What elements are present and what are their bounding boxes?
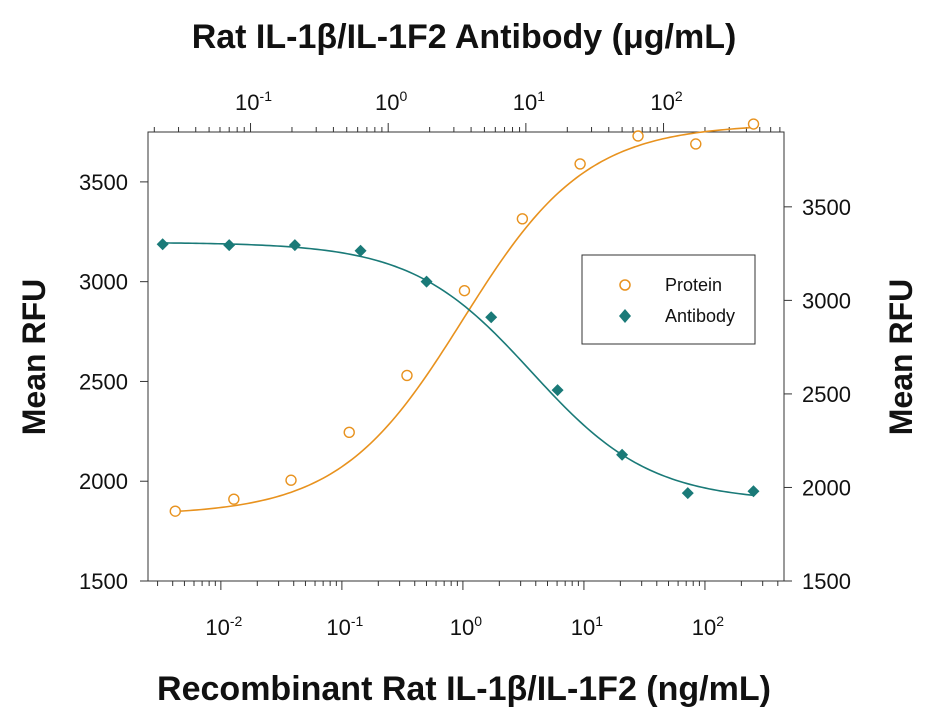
antibody-data-point	[616, 448, 629, 461]
antibody-data-point	[223, 239, 236, 252]
bottom-tick-label: 101	[571, 613, 603, 640]
legend-antibody-marker	[619, 309, 631, 323]
bottom-tick-label: 10-2	[205, 613, 242, 640]
ticks-layer: 10-2 10-1 100 101 102 10-1 100 101 102 1500 2000 25…	[79, 88, 851, 640]
protein-data-point	[516, 213, 529, 225]
protein-data-point	[747, 118, 760, 130]
bottom-axis-title: Recombinant Rat IL-1β/IL-1F2 (ng/mL)	[157, 670, 771, 708]
protein-data-point	[343, 426, 355, 439]
left-y-tick-label: 1500	[79, 569, 128, 594]
legend-protein-marker	[619, 279, 631, 291]
legend-antibody-label: Antibody	[665, 306, 735, 326]
top-tick-label: 102	[650, 88, 682, 115]
bottom-tick-label: 100	[450, 613, 482, 640]
antibody-fit-curve	[162, 242, 754, 497]
antibody-data-point	[420, 275, 433, 288]
protein-fit-curve	[175, 126, 754, 513]
top-axis-title: Rat IL-1β/IL-1F2 Antibody (μg/mL)	[192, 18, 737, 56]
data-points-layer	[156, 118, 760, 517]
top-tick-label: 10-1	[235, 88, 272, 115]
protein-data-point	[285, 474, 297, 486]
antibody-data-point	[747, 485, 760, 498]
right-y-tick-label: 2500	[802, 382, 851, 407]
antibody-data-point	[354, 244, 367, 257]
left-y-tick-label: 2500	[79, 369, 128, 394]
legend: Protein Antibody	[581, 254, 756, 345]
bottom-tick-label: 102	[692, 613, 724, 640]
antibody-data-point	[681, 487, 694, 500]
protein-data-point	[401, 369, 413, 382]
right-y-tick-label: 2000	[802, 475, 851, 500]
protein-data-point	[458, 284, 471, 297]
protein-data-point	[574, 158, 586, 170]
antibody-data-point	[156, 238, 169, 251]
left-axis-title: Mean RFU	[16, 279, 52, 435]
protein-data-point	[690, 138, 702, 150]
protein-data-point	[169, 505, 181, 517]
legend-protein-label: Protein	[665, 275, 722, 295]
bottom-tick-label: 10-1	[326, 613, 363, 640]
left-y-tick-label: 3000	[79, 270, 128, 295]
right-y-tick-label: 1500	[802, 569, 851, 594]
plot-area-frame	[147, 131, 785, 582]
left-y-tick-label: 3500	[79, 170, 128, 195]
right-y-tick-label: 3500	[802, 195, 851, 220]
legend-box	[581, 254, 756, 345]
antibody-data-point	[485, 311, 498, 324]
antibody-data-point	[551, 384, 564, 397]
top-tick-label: 101	[513, 88, 545, 115]
fit-curves-layer	[162, 126, 754, 513]
top-tick-label: 100	[375, 88, 407, 115]
protein-data-point	[632, 130, 644, 142]
right-axis-title: Mean RFU	[883, 279, 919, 435]
right-y-tick-label: 3000	[802, 288, 851, 313]
left-y-tick-label: 2000	[79, 469, 128, 494]
protein-data-point	[228, 493, 240, 505]
antibody-data-point	[288, 239, 301, 252]
